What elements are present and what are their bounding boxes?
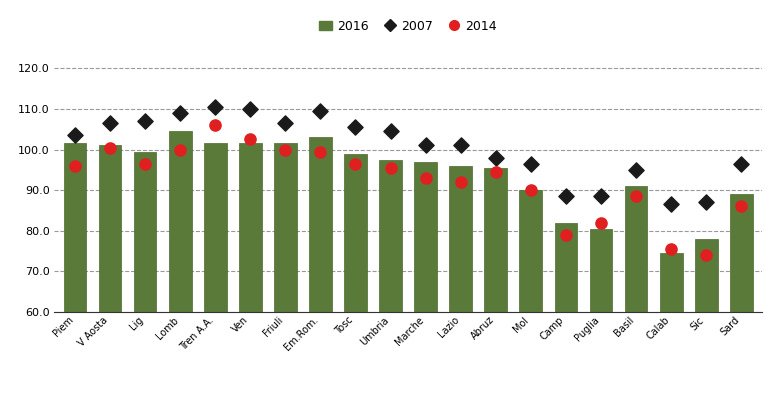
Bar bbox=[309, 137, 332, 312]
Point bbox=[350, 124, 362, 130]
Point bbox=[209, 104, 222, 110]
Point bbox=[384, 128, 397, 134]
Point bbox=[560, 193, 572, 200]
Bar bbox=[484, 168, 507, 312]
Point bbox=[69, 162, 81, 169]
Point bbox=[454, 179, 467, 185]
Point bbox=[524, 187, 537, 193]
Bar bbox=[99, 146, 122, 312]
Bar bbox=[169, 131, 192, 312]
Point bbox=[209, 122, 222, 128]
Bar bbox=[239, 144, 262, 312]
Bar bbox=[520, 190, 542, 312]
Bar bbox=[344, 154, 367, 312]
Point bbox=[314, 108, 326, 114]
Point bbox=[280, 146, 292, 153]
Point bbox=[174, 110, 186, 116]
Point bbox=[700, 252, 712, 258]
Point bbox=[104, 144, 116, 151]
Point bbox=[594, 193, 607, 200]
Point bbox=[350, 160, 362, 167]
Point bbox=[69, 132, 81, 138]
Bar bbox=[590, 229, 612, 312]
Point bbox=[630, 193, 642, 200]
Legend: 2016, 2007, 2014: 2016, 2007, 2014 bbox=[314, 15, 502, 38]
Bar bbox=[134, 152, 156, 312]
Bar bbox=[660, 253, 682, 312]
Point bbox=[524, 160, 537, 167]
Point bbox=[139, 160, 151, 167]
Point bbox=[139, 118, 151, 124]
Point bbox=[420, 142, 432, 149]
Point bbox=[244, 136, 256, 142]
Bar bbox=[730, 194, 752, 312]
Bar bbox=[379, 160, 402, 312]
Point bbox=[174, 146, 186, 153]
Point bbox=[244, 106, 256, 112]
Point bbox=[735, 160, 748, 167]
Point bbox=[420, 175, 432, 181]
Point bbox=[490, 169, 502, 175]
Point bbox=[665, 246, 678, 252]
Bar bbox=[64, 144, 86, 312]
Point bbox=[104, 120, 116, 126]
Bar bbox=[274, 144, 296, 312]
Point bbox=[735, 203, 748, 210]
Bar bbox=[414, 162, 437, 312]
Point bbox=[490, 154, 502, 161]
Point bbox=[454, 142, 467, 149]
Point bbox=[594, 220, 607, 226]
Point bbox=[384, 165, 397, 171]
Bar bbox=[554, 223, 578, 312]
Point bbox=[700, 199, 712, 206]
Bar bbox=[450, 166, 472, 312]
Point bbox=[665, 201, 678, 208]
Bar bbox=[624, 186, 648, 312]
Bar bbox=[204, 144, 226, 312]
Point bbox=[560, 232, 572, 238]
Bar bbox=[695, 239, 718, 312]
Point bbox=[314, 148, 326, 155]
Point bbox=[280, 120, 292, 126]
Point bbox=[630, 167, 642, 173]
